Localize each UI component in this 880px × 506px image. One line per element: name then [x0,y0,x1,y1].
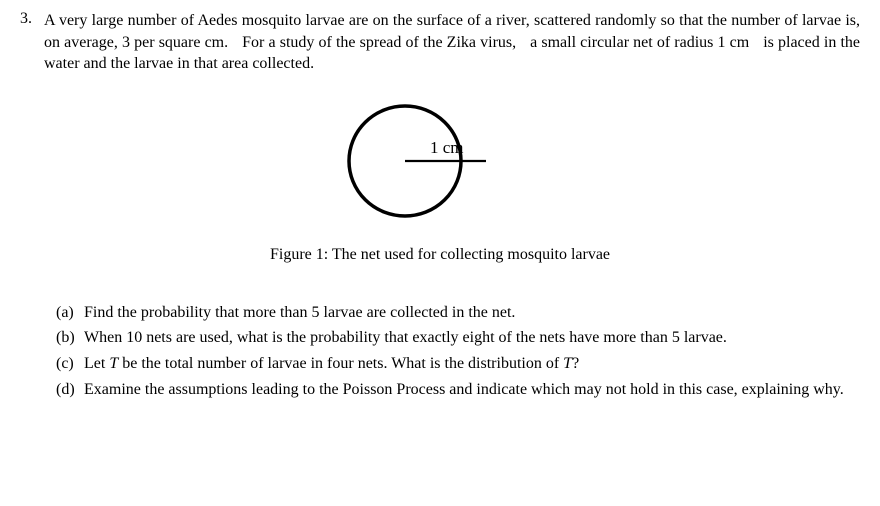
figure-caption: Figure 1: The net used for collecting mo… [270,246,610,264]
subpart-a-text: Find the probability that more than 5 la… [84,302,860,324]
subpart-c-label: (c) [56,353,84,375]
subpart-c-suffix: ? [572,355,579,372]
circle-net-icon: 1 cm [330,93,550,223]
problem-statement: A very large number of Aedes mosquito la… [44,10,860,75]
subpart-d-label: (d) [56,379,84,401]
radius-label: 1 cm [430,138,464,157]
subpart-a-label: (a) [56,302,84,324]
problem-text-part3: a small circular net of radius 1 cm [530,34,749,51]
subpart-c-prefix: Let [84,355,109,372]
figure-diagram: 1 cm [330,93,550,228]
subpart-b-label: (b) [56,327,84,349]
subpart-c-mid: be the total number of larvae in four ne… [118,355,563,372]
subpart-d-text: Examine the assumptions leading to the P… [84,379,860,401]
subpart-b-text: When 10 nets are used, what is the proba… [84,327,860,349]
subpart-c-var2: T [563,355,572,372]
problem-number: 3. [20,10,44,28]
subpart-c-text: Let T be the total number of larvae in f… [84,353,860,375]
subpart-c-var1: T [109,355,118,372]
problem-text-part2: For a study of the spread of the Zika vi… [242,34,516,51]
